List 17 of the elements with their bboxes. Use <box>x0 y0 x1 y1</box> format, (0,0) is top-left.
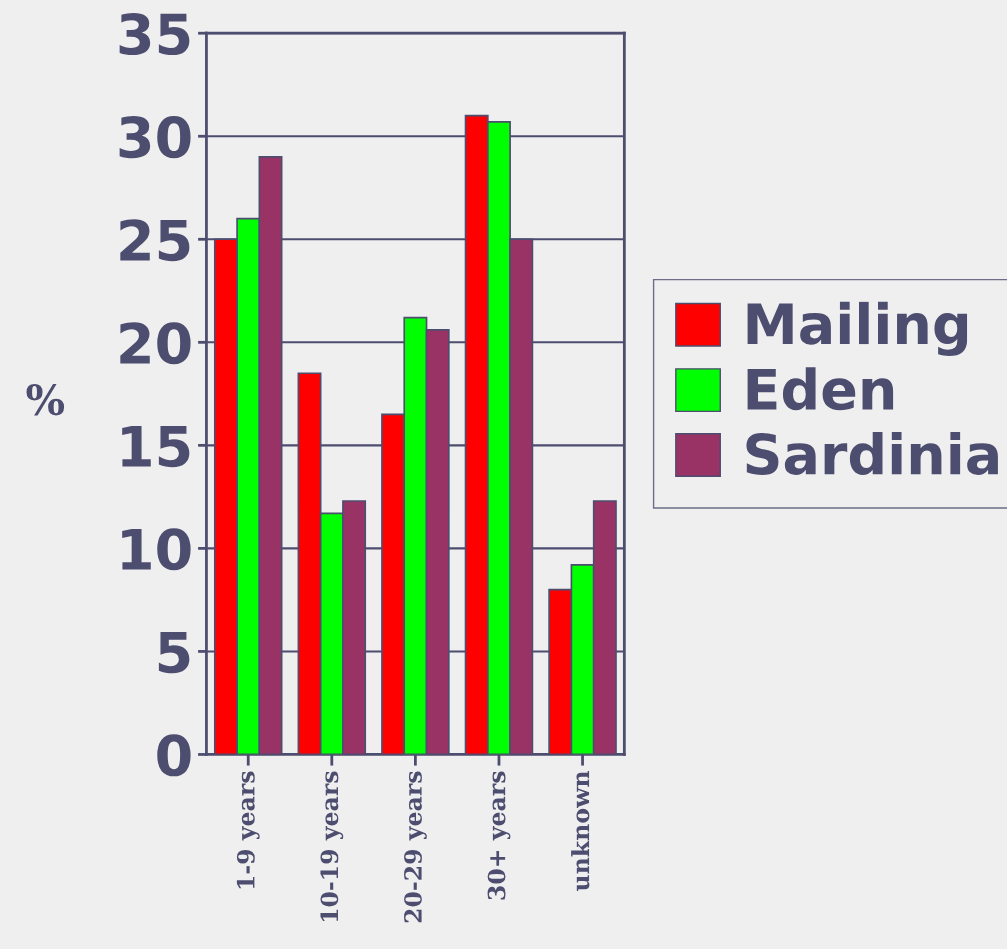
y-tick-label: 20 <box>120 322 191 365</box>
x-tick-label: 20-29 years <box>404 771 427 923</box>
legend-label: Mailing <box>747 301 968 357</box>
x-tick-label: 30+ years <box>487 771 511 900</box>
y-tick-label: 30 <box>119 116 191 159</box>
y-tick-label: 0 <box>157 734 191 777</box>
y-tick-label: 5 <box>158 632 190 674</box>
x-tick-label: 10-19 years <box>320 771 344 922</box>
y-tick-label: 15 <box>122 425 190 468</box>
y-axis-title: % <box>26 383 65 416</box>
y-tick-label: 35 <box>119 13 190 56</box>
legend-label: Sardinia <box>746 432 998 476</box>
x-tick-label: unknown <box>571 770 590 891</box>
x-tick-label: 1-9 years <box>236 771 260 889</box>
legend-label: Eden <box>747 367 894 411</box>
y-tick-label: 10 <box>122 528 191 571</box>
y-tick-label: 25 <box>120 219 190 262</box>
